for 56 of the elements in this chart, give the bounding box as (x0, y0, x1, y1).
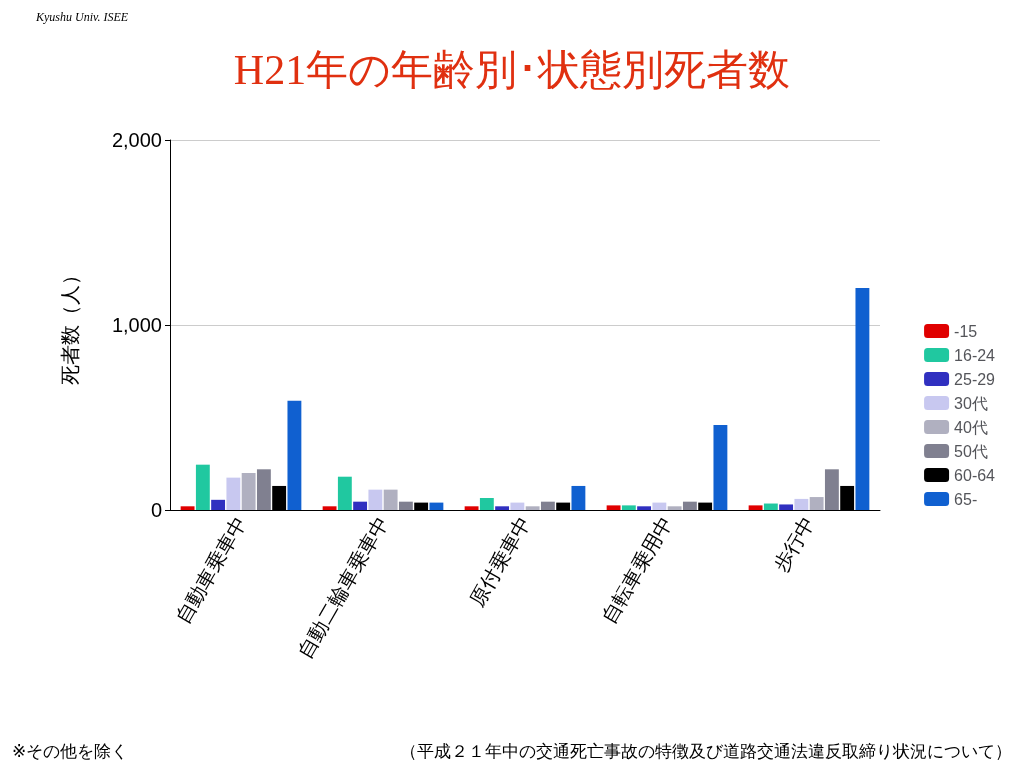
bar (713, 424, 728, 510)
bar (464, 506, 479, 510)
bar (195, 464, 210, 510)
bar (809, 497, 824, 510)
legend-label: 50代 (954, 442, 988, 460)
bar (180, 506, 195, 510)
bar (667, 506, 682, 510)
bar (571, 485, 586, 510)
legend-label: 40代 (954, 418, 988, 436)
legend-label: 16-24 (954, 346, 996, 364)
bar (256, 469, 271, 510)
bar (287, 400, 302, 510)
legend-label: 30代 (954, 394, 988, 412)
bar (621, 505, 636, 510)
bar (748, 505, 763, 510)
bar (337, 476, 352, 510)
bar (779, 504, 794, 510)
x-tick-label: 自動二輪車乗車中 (293, 512, 393, 663)
bar (479, 497, 494, 510)
x-tick-label: 自転車乗用中 (597, 512, 677, 628)
bar (241, 473, 256, 510)
bar (794, 498, 809, 510)
y-tick-label: 0 (150, 499, 162, 521)
y-tick-label: 1,000 (111, 314, 162, 336)
y-tick-label: 2,000 (111, 129, 162, 151)
legend-label: 25-29 (954, 370, 996, 388)
x-tick-label: 原付乗車中 (465, 512, 535, 611)
bar (368, 489, 383, 510)
chart-title: H21年の年齢別･状態別死者数 (232, 46, 792, 95)
y-axis-title: 死者数（人） (59, 265, 81, 385)
bar (525, 506, 540, 510)
bar (510, 502, 525, 510)
bar (211, 499, 226, 510)
legend-label: 65- (954, 490, 978, 508)
bar (855, 288, 870, 510)
bar (682, 501, 697, 510)
bar (495, 506, 510, 510)
bar (637, 506, 652, 510)
bar (824, 469, 839, 510)
bar (383, 489, 398, 510)
legend-label: 60-64 (954, 466, 996, 484)
bar (606, 505, 621, 510)
bar (398, 501, 413, 510)
text: ※その他を除く (12, 740, 129, 763)
bar (540, 501, 555, 510)
bar (322, 506, 337, 510)
legend-label: -15 (954, 322, 978, 340)
bar (763, 503, 778, 510)
bar (226, 477, 241, 510)
bar (429, 502, 444, 510)
bar (652, 502, 667, 510)
bar (353, 501, 368, 510)
x-tick-label: 歩行中 (769, 512, 819, 576)
text: （平成２１年中の交通死亡事故の特徴及び道路交通法違反取締り状況について） (400, 740, 1012, 763)
x-tick-label: 自動車乗車中 (171, 512, 251, 628)
text: Kyushu Univ. ISEE (36, 10, 129, 25)
